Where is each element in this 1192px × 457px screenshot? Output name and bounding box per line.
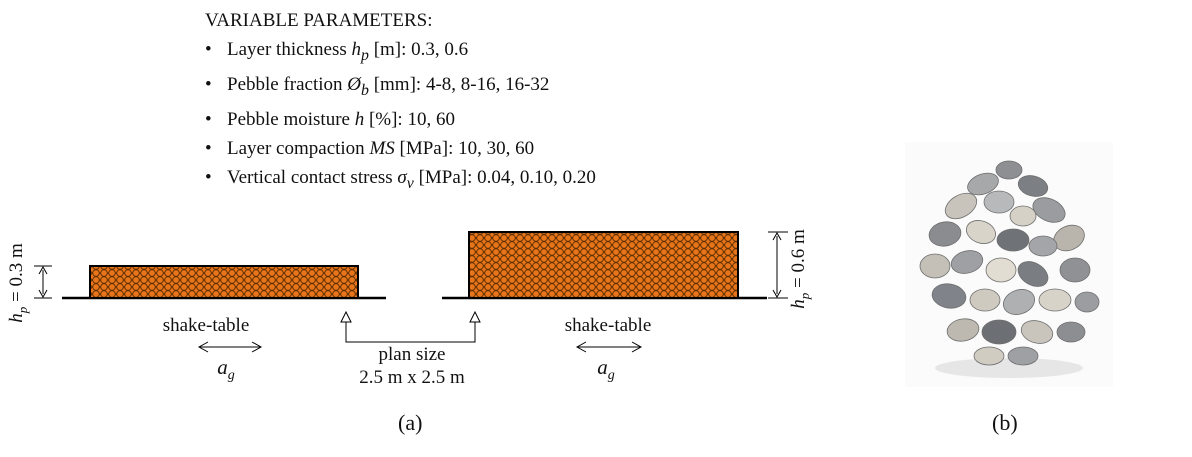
accel-label-right: ag: [597, 355, 615, 383]
accel-label-left: ag: [217, 355, 235, 383]
parameters-block: VARIABLE PARAMETERS: Layer thickness hp …: [205, 6, 596, 197]
accel-arrow-left: [197, 341, 263, 353]
height-dimension-right: [768, 231, 788, 299]
panel-label-b: (b): [992, 410, 1018, 435]
height-label-right: hp = 0.6 m: [788, 229, 812, 309]
plan-size-label: plan size: [378, 344, 445, 365]
param-pebble-moisture: Pebble moisture h [%]: 10, 60: [205, 105, 596, 134]
param-vertical-stress: Vertical contact stress σv [MPa]: 0.04, …: [205, 163, 596, 198]
parameters-list: Layer thickness hp [m]: 0.3, 0.6 Pebble …: [205, 35, 596, 197]
panel-label-a: (a): [398, 410, 423, 435]
shake-table-label-left: shake-table: [163, 315, 250, 336]
param-pebble-fraction: Pebble fraction Øb [mm]: 4-8, 8-16, 16-3…: [205, 70, 596, 105]
plan-size-value: 2.5 m x 2.5 m: [359, 367, 465, 388]
pebble-layer-left: [89, 265, 359, 299]
setup-diagram: hp = 0.3 m hp = 0.6 m plan size 2.5 m x …: [6, 229, 812, 388]
accel-arrow-right: [575, 341, 643, 353]
param-layer-compaction: Layer compaction MS [MPa]: 10, 30, 60: [205, 134, 596, 163]
shake-table-label-right: shake-table: [565, 315, 652, 336]
height-dimension-left: [34, 265, 52, 299]
plan-size-dimension: [340, 310, 481, 343]
height-label-left: hp = 0.3 m: [6, 243, 30, 323]
pebble-photo: [905, 142, 1113, 387]
pebble-layer-right: [468, 231, 739, 299]
parameters-heading: VARIABLE PARAMETERS:: [205, 10, 433, 31]
param-layer-thickness: Layer thickness hp [m]: 0.3, 0.6: [205, 35, 596, 70]
